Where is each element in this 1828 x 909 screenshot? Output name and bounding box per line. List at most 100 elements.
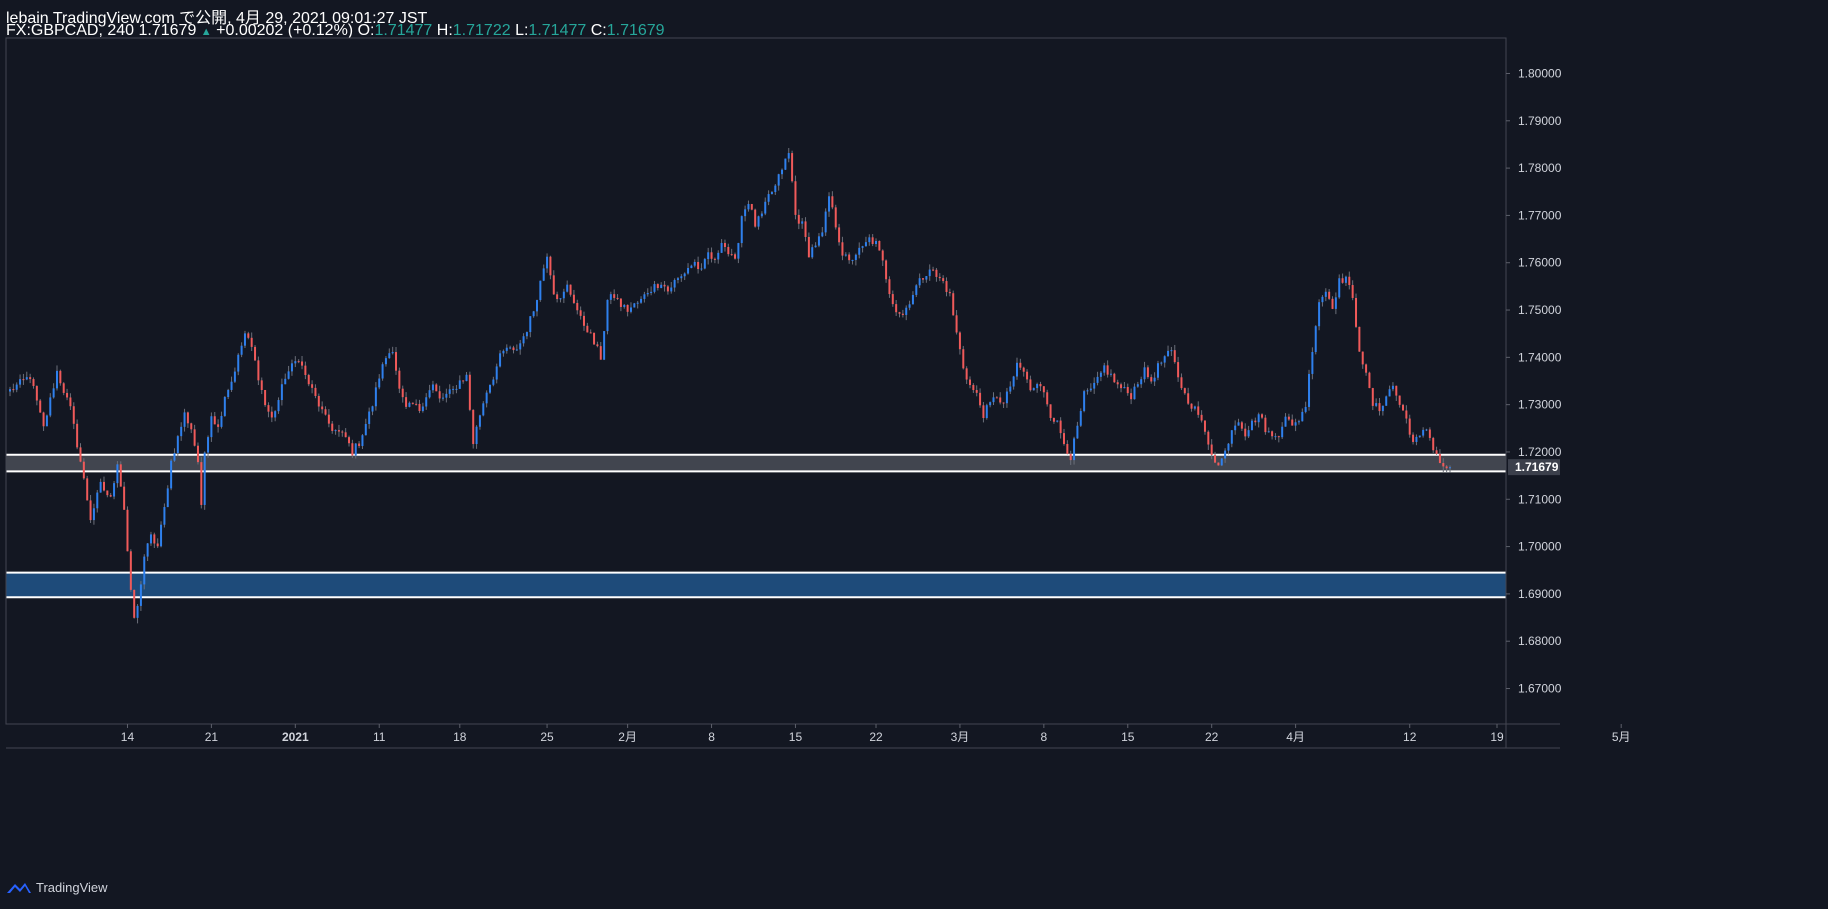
candle-body [1261,414,1264,418]
candle-body [650,291,653,294]
candle [791,150,794,183]
candle-body [1324,291,1327,297]
candle [1026,369,1029,383]
candle-body [1291,419,1294,426]
candle-body [196,445,199,463]
candle-body [1254,420,1257,423]
candle [351,439,354,458]
candle [734,252,737,260]
candle [425,393,428,410]
candle [22,373,25,385]
candle-body [435,384,438,392]
candle-body [606,299,609,332]
candle [304,361,307,380]
candle [274,410,277,422]
x-tick-label: 19 [1490,730,1504,744]
candle-body [455,388,458,390]
candle [1002,402,1005,409]
candle-body [1351,285,1354,298]
candle-body [1113,373,1116,383]
candle [596,341,599,348]
candle [472,409,475,449]
candle-body [220,415,223,427]
candle [478,414,481,430]
candle [1297,419,1300,425]
low-value: 1.71477 [528,22,587,39]
candle [703,257,706,270]
candle-body [509,347,512,349]
candle [898,311,901,318]
footer-brand[interactable]: TradingView [6,880,108,895]
candle [143,554,146,590]
candle [280,378,283,406]
x-tick-label: 15 [789,730,803,744]
candle-body [1022,367,1025,372]
candle [868,234,871,246]
x-tick-label: 12 [1403,730,1417,744]
candle [200,457,203,509]
candle-body [1385,396,1388,406]
candle [911,291,914,305]
candle-body [59,370,62,384]
candle-body [925,276,928,280]
candle-body [458,380,461,389]
candle-body [804,221,807,237]
candle [321,401,324,414]
candle-body [643,294,646,299]
candle [223,396,226,417]
candle [589,329,592,334]
candle-body [1415,436,1418,442]
candle-body [757,216,760,227]
candle-body [777,174,780,186]
y-tick-label: 1.67000 [1518,682,1562,696]
candle [754,208,757,228]
candle [257,356,260,386]
candle-body [1076,425,1079,439]
candle [1267,427,1270,433]
x-tick-label: 8 [1041,730,1048,744]
candle-body [1002,402,1005,404]
candle-body [317,395,320,407]
candle [260,377,263,395]
candle [922,278,925,284]
candle-body [579,310,582,316]
candle-body [35,386,38,401]
candle-body [1301,411,1304,422]
candle [1009,381,1012,395]
candle [485,390,488,408]
candle-body [364,423,367,436]
candle [1425,428,1428,432]
candle [683,272,686,281]
candle-body [1012,376,1015,387]
candle-body [1358,326,1361,352]
candle-body [821,232,824,237]
candle [52,383,55,399]
candle [948,288,951,297]
candle [210,412,213,442]
candle-body [593,332,596,345]
candle [572,289,575,304]
candle [700,263,703,271]
candle-body [985,405,988,419]
candle-body [623,304,626,307]
candle-body [99,481,102,493]
candle-body [569,284,572,295]
x-tick-label: 14 [121,730,135,744]
candle [9,386,11,397]
candle-body [160,524,163,547]
candle-body [19,379,22,385]
candle [1177,356,1180,382]
candle-body [290,363,293,372]
candle [123,481,126,510]
x-tick-label: 3月 [951,730,970,744]
candle-body [183,412,186,427]
candle [442,393,445,401]
candle [1250,418,1253,431]
candle [582,311,585,331]
candle [985,403,988,420]
candle-body [49,397,52,416]
candle [747,200,750,212]
symbol-label[interactable]: FX:GBPCAD, 240 [6,22,135,39]
candle [760,211,763,219]
